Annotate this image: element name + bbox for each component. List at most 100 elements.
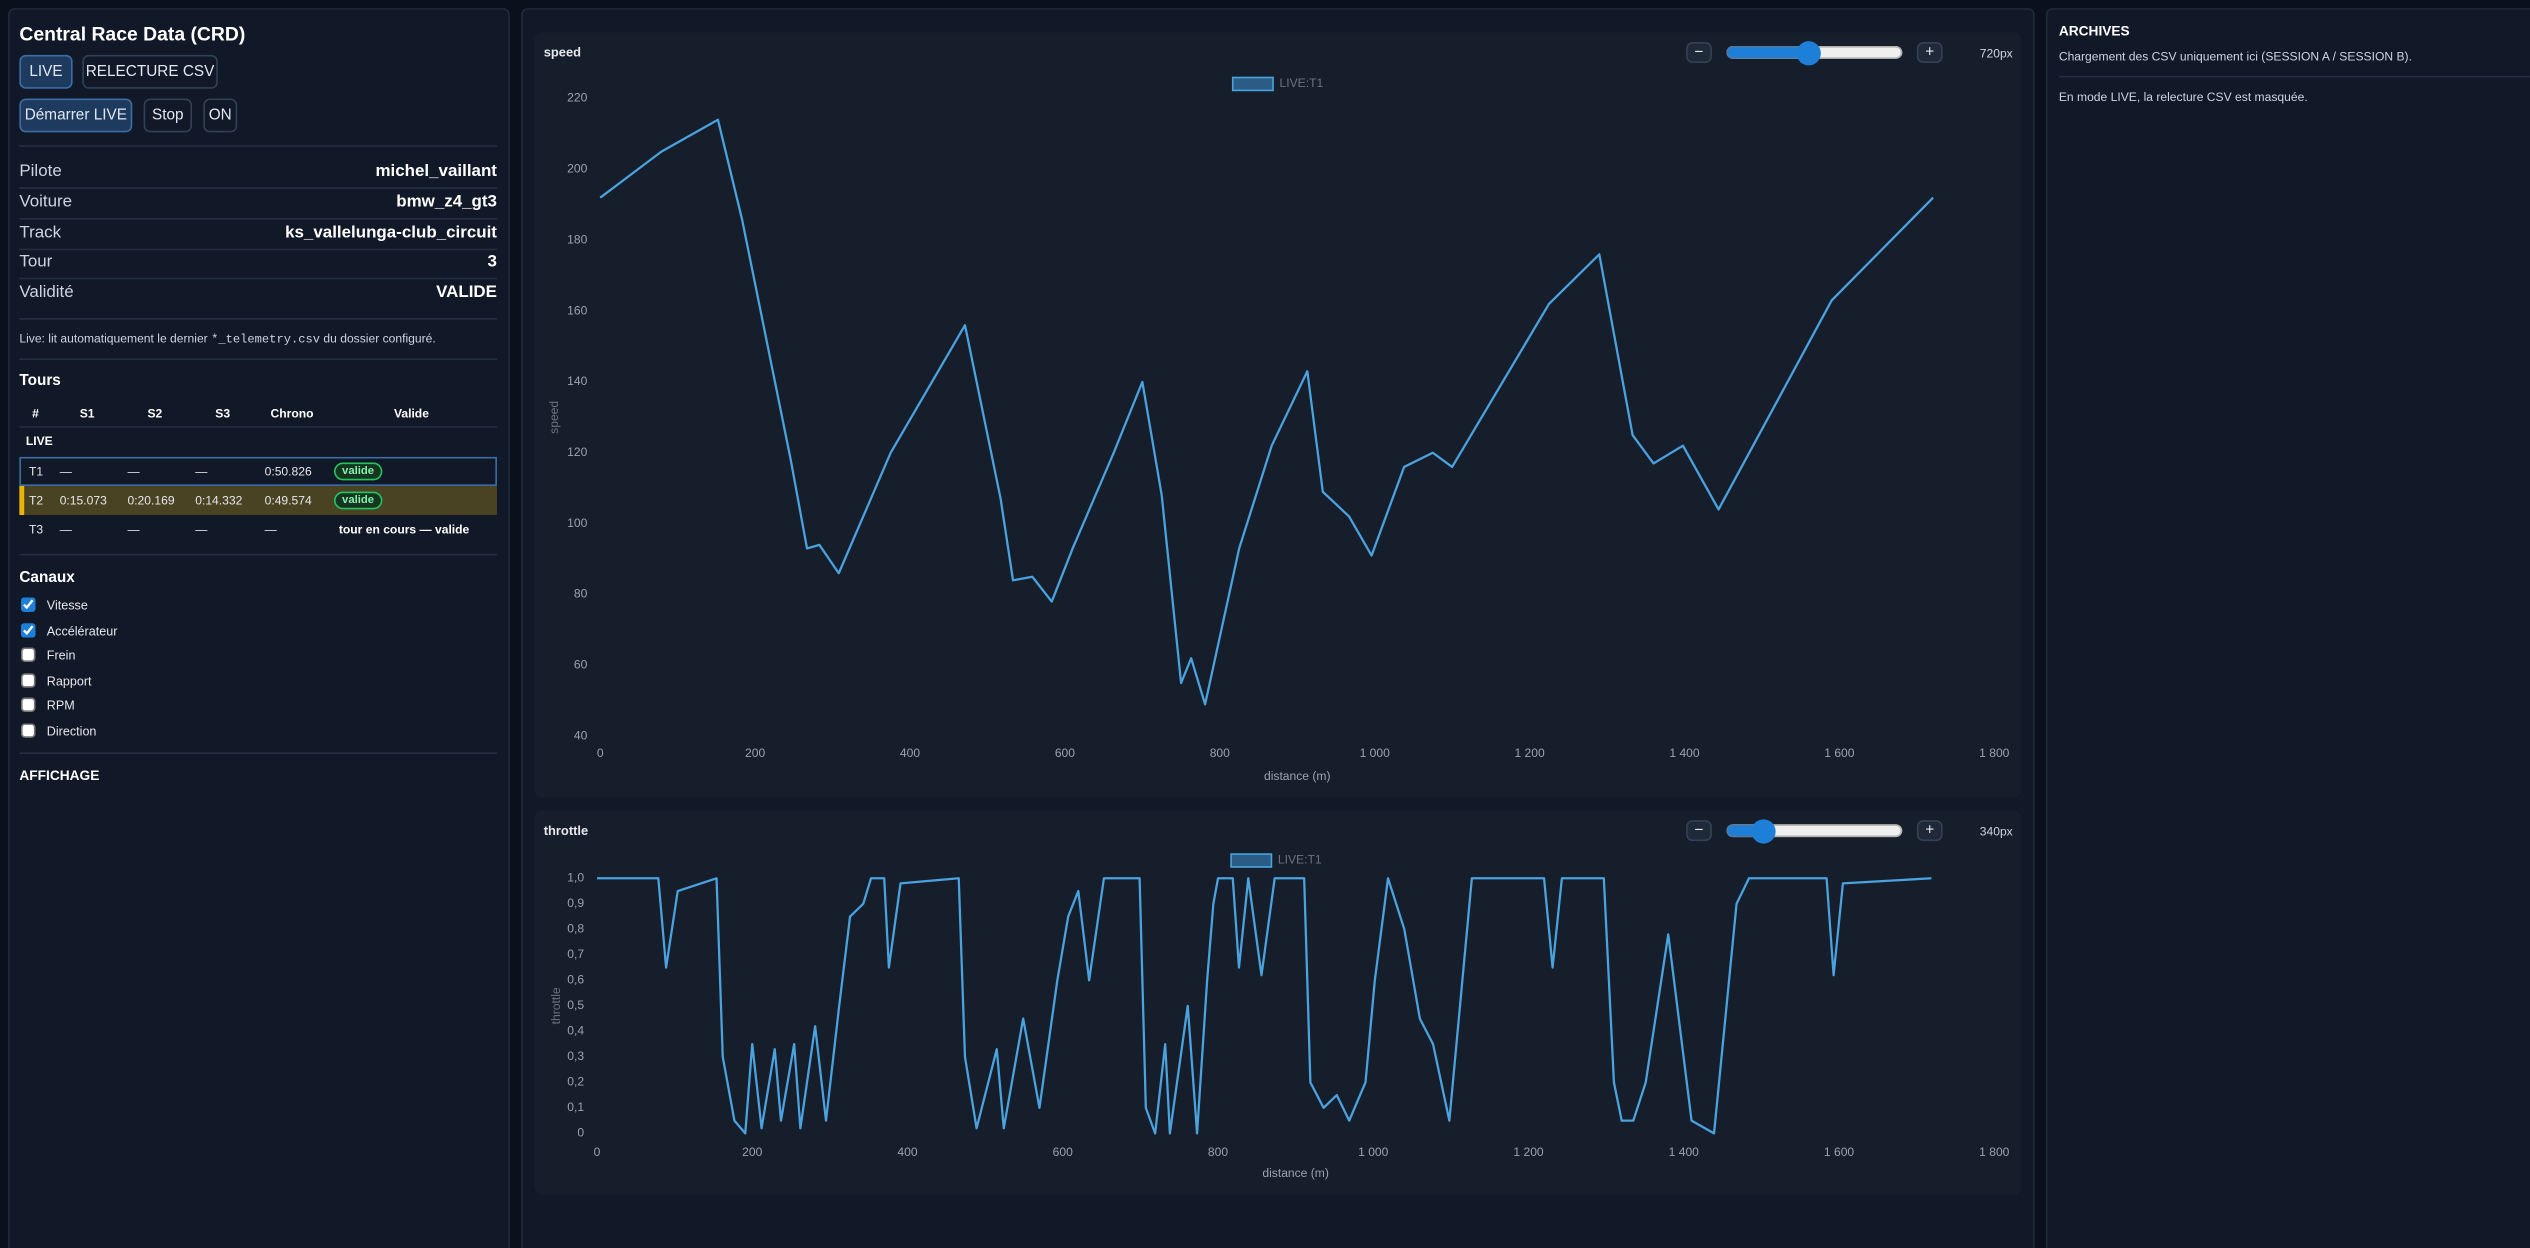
channel-checkbox[interactable]: [20, 623, 36, 638]
valid-badge: valide: [333, 462, 383, 481]
zoom-in[interactable]: +: [1916, 41, 1943, 63]
separator: [19, 752, 497, 754]
y-tick-label: 60: [574, 658, 588, 672]
channel-checkbox[interactable]: [20, 723, 36, 738]
channel-label: Vitesse: [46, 598, 88, 613]
table-header: S3: [215, 406, 231, 421]
y-tick-label: 80: [574, 587, 588, 601]
channel-checkbox[interactable]: [20, 647, 36, 662]
table-header: Chrono: [270, 406, 314, 421]
legend-swatch: [1230, 853, 1273, 868]
x-tick-label: 1 800: [1979, 746, 2010, 760]
height-slider[interactable]: [1724, 820, 1904, 842]
separator: [19, 358, 497, 361]
info-label: Validité: [19, 282, 74, 302]
zoom-out[interactable]: −: [1686, 41, 1712, 63]
info-value: michel_vaillant: [375, 161, 497, 181]
y-tick-label: 0,6: [567, 973, 584, 987]
y-tick-label: 0: [577, 1126, 584, 1140]
info-label: Track: [19, 222, 62, 243]
table-cell: 0:14.332: [195, 493, 243, 508]
x-tick-label: 800: [1210, 746, 1230, 760]
info-label: Voiture: [19, 192, 73, 212]
data-line: [599, 118, 1934, 706]
archives-title: ARCHIVES: [2058, 22, 2130, 39]
chart: throttle LIVE:T1 0 0,1 0,2 0,3 0,4 0,5 0,6 0,7 0,8…: [544, 823, 2010, 1180]
y-tick-label: 100: [567, 516, 587, 530]
separator: [2058, 75, 2530, 78]
table-cell: —: [195, 464, 208, 479]
x-tick-label: 1 600: [1824, 746, 1855, 760]
x-tick-label: 1 000: [1358, 1145, 1389, 1159]
separator: [19, 426, 497, 428]
info-value: bmw_z4_gt3: [396, 192, 497, 212]
y-tick-label: 0,3: [567, 1049, 584, 1063]
legend-swatch: [1231, 76, 1274, 92]
zoom-in[interactable]: +: [1916, 820, 1943, 842]
table-cell: —: [59, 522, 72, 537]
channel-checkbox[interactable]: [20, 697, 36, 712]
table-group: LIVE: [25, 433, 53, 449]
x-tick-label: 200: [742, 1145, 762, 1159]
chart-title: throttle: [544, 823, 588, 838]
table-header: Valide: [393, 406, 429, 421]
x-tick-label: 600: [1053, 1145, 1073, 1159]
section-title: Canaux: [19, 569, 75, 587]
table-cell: 0:20.169: [127, 493, 175, 508]
separator: [19, 217, 497, 219]
channel-checkbox[interactable]: [20, 673, 36, 688]
archives-panel: [2045, 8, 2530, 1248]
y-tick-label: 0,9: [567, 896, 584, 910]
table-row[interactable]: [19, 456, 497, 486]
info-value: ks_vallelunga-club_circuit: [285, 222, 497, 243]
archives-text: Chargement des CSV uniquement ici (SESSI…: [2058, 49, 2412, 64]
table-cell: 0:50.826: [264, 464, 312, 479]
table-row[interactable]: [19, 485, 497, 516]
action-button[interactable]: ON: [203, 98, 238, 133]
x-tick-label: 1 400: [1669, 746, 1700, 760]
section-title: Tours: [19, 372, 61, 390]
channel-label: Accélérateur: [46, 624, 118, 639]
valid-badge: valide: [333, 491, 383, 510]
table-cell: 0:49.574: [264, 493, 312, 508]
data-line: [596, 877, 1932, 1135]
channel-label: Rapport: [46, 674, 92, 689]
x-tick-label: 1 600: [1824, 1145, 1855, 1159]
action-button[interactable]: Stop: [143, 98, 193, 133]
channel-label: Frein: [46, 648, 76, 663]
app-title: Central Race Data (CRD): [19, 22, 246, 46]
note-before: Live: lit automatiquement le dernier: [19, 330, 212, 346]
channel-label: Direction: [46, 724, 97, 739]
chart-title: speed: [544, 45, 581, 60]
info-value: 3: [487, 251, 497, 272]
y-tick-label: 0,8: [567, 922, 584, 936]
x-tick-label: 0: [597, 746, 604, 760]
table-cell: 0:15.073: [59, 493, 107, 508]
x-tick-label: 0: [594, 1145, 601, 1159]
x-tick-label: 400: [900, 746, 920, 760]
y-tick-label: 0,2: [567, 1075, 584, 1089]
y-tick-label: 200: [567, 162, 587, 176]
x-tick-label: 800: [1208, 1145, 1228, 1159]
separator: [19, 276, 497, 279]
info-label: Tour: [19, 251, 53, 272]
y-tick-label: 40: [574, 728, 588, 742]
y-tick-label: 220: [567, 91, 587, 105]
table-cell: T1: [29, 464, 44, 479]
action-button[interactable]: Démarrer LIVE: [19, 98, 133, 133]
mode-button[interactable]: RELECTURE CSV: [82, 54, 218, 89]
x-tick-label: 1 000: [1360, 746, 1391, 760]
height-slider[interactable]: [1724, 41, 1904, 63]
table-header: S1: [79, 406, 95, 421]
x-tick-label: 200: [745, 746, 765, 760]
live-note: Live: lit automatiquement le dernier *_t…: [19, 331, 435, 347]
separator: [19, 553, 497, 556]
table-header: S2: [147, 406, 163, 421]
x-tick-label: 1 400: [1669, 1145, 1700, 1159]
mode-button[interactable]: LIVE: [19, 54, 73, 89]
x-axis-title: distance (m): [1264, 769, 1331, 783]
y-tick-label: 0,5: [567, 998, 584, 1012]
channel-checkbox[interactable]: [20, 597, 36, 612]
zoom-out[interactable]: −: [1686, 820, 1712, 842]
table-cell: —: [127, 522, 140, 537]
